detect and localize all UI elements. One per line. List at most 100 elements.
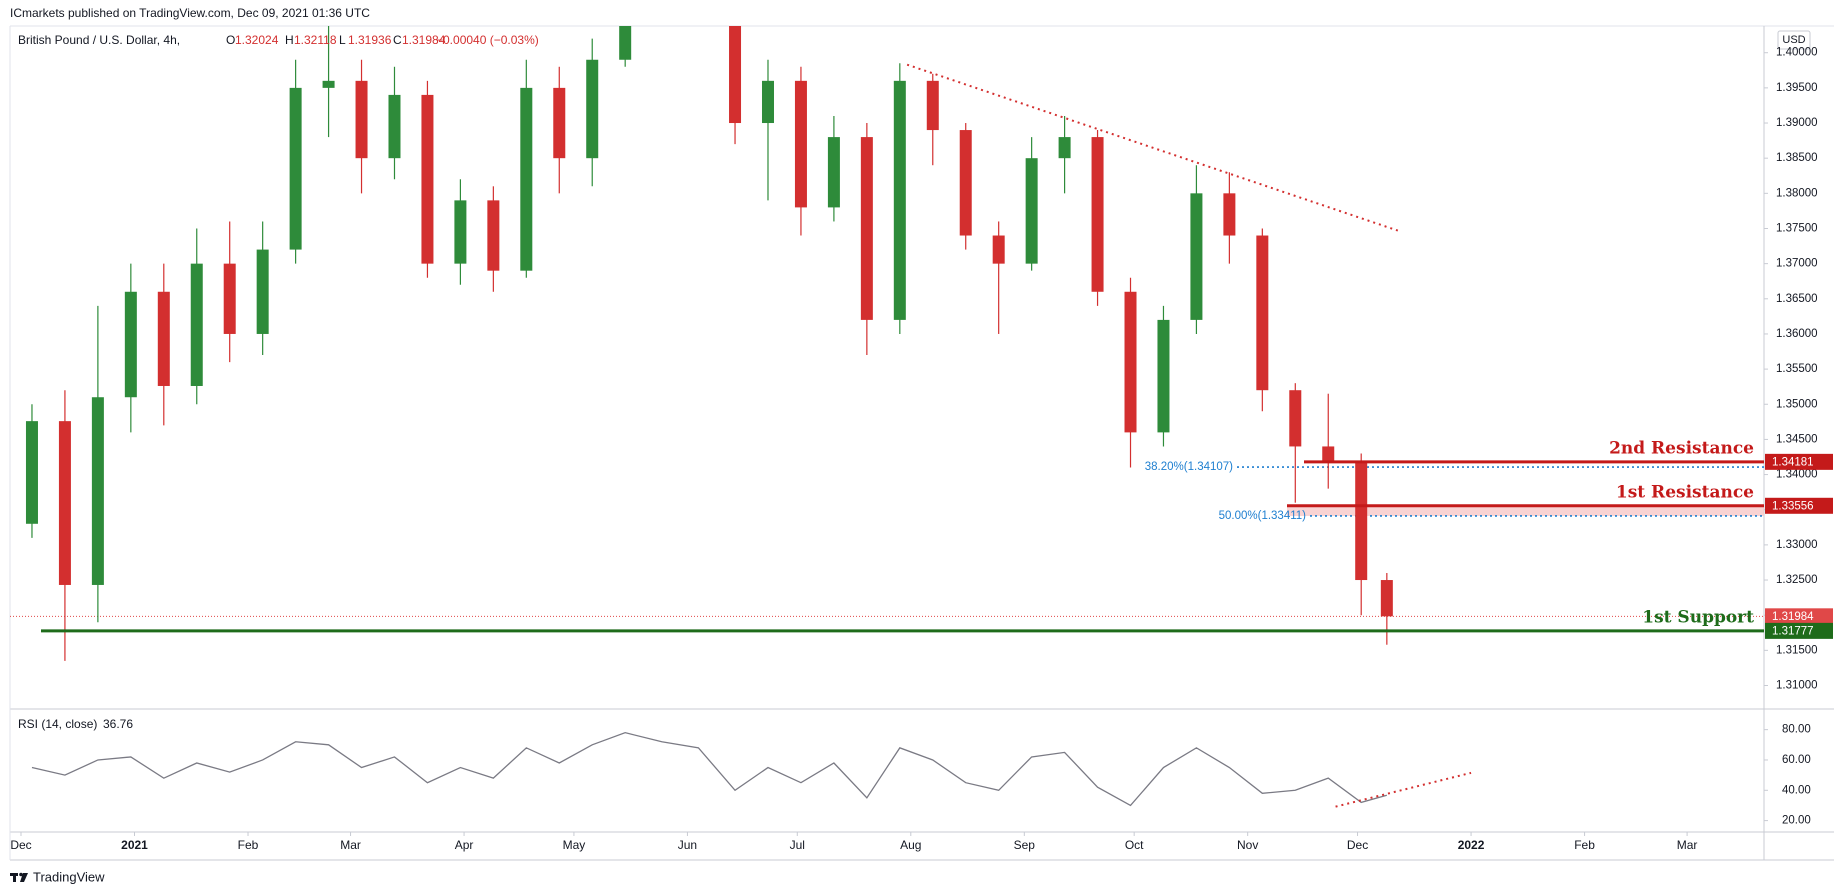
candle-body xyxy=(58,421,71,585)
candle-body xyxy=(487,200,500,271)
level-label: 1st Resistance xyxy=(1616,482,1754,502)
x-tick-label: Dec xyxy=(1347,838,1368,852)
x-tick-label: Jun xyxy=(678,838,697,852)
candle-body xyxy=(388,94,401,159)
level-label: 2nd Resistance xyxy=(1609,438,1754,458)
candle-body xyxy=(619,26,632,60)
price-tag xyxy=(1765,453,1833,470)
fib-label: 38.20%(1.34107) xyxy=(1145,461,1233,473)
candle-body xyxy=(586,59,599,159)
candle-body xyxy=(1157,319,1170,433)
resistance-zone xyxy=(1287,505,1764,516)
candle-body xyxy=(1256,235,1269,391)
candle-body xyxy=(421,94,434,264)
candle-body xyxy=(322,80,335,88)
x-tick-label: Oct xyxy=(1125,838,1144,852)
candle-body xyxy=(256,249,269,334)
candle-body xyxy=(827,137,840,208)
candle-body xyxy=(926,80,939,131)
y-tick-label: 1.34000 xyxy=(1776,469,1818,481)
candle-body xyxy=(124,291,137,398)
ohlc-label: C xyxy=(393,33,402,47)
candle-body xyxy=(1223,193,1236,236)
rsi-tick-label: 60.00 xyxy=(1782,754,1811,766)
rsi-label: RSI (14, close) xyxy=(18,717,97,731)
logo-part xyxy=(13,873,16,882)
fib-label: 50.00%(1.33411) xyxy=(1219,510,1307,522)
rsi-tick-label: 20.00 xyxy=(1782,815,1811,827)
y-tick-label: 1.40000 xyxy=(1776,47,1818,59)
currency: USD xyxy=(1782,34,1805,46)
candle-body xyxy=(860,137,873,320)
x-tick-label: May xyxy=(563,838,586,852)
candle-body xyxy=(355,80,368,159)
candle-body xyxy=(289,87,302,250)
candle-body xyxy=(893,80,906,320)
logo-part xyxy=(19,872,23,877)
price-tag xyxy=(1765,622,1833,639)
rsi-last: 36.76 xyxy=(103,717,133,731)
y-tick-label: 1.31500 xyxy=(1776,644,1818,656)
ohlc-value: 1.31984 xyxy=(402,33,446,47)
candle-body xyxy=(1355,460,1368,581)
x-tick-label: Apr xyxy=(455,838,474,852)
candle-body xyxy=(454,200,467,264)
symbol: British Pound / U.S. Dollar, 4h, xyxy=(18,33,180,47)
ohlc-label: H xyxy=(285,33,294,47)
candle-body xyxy=(729,26,742,124)
candle-body xyxy=(794,80,807,208)
price-tag-label: 1.31777 xyxy=(1772,625,1814,637)
y-tick-label: 1.38500 xyxy=(1776,152,1818,164)
header-title: ICmarkets published on TradingView.com, … xyxy=(10,6,370,20)
candle-body xyxy=(520,87,533,271)
ohlc-value: 1.32118 xyxy=(294,33,337,47)
candle-body xyxy=(992,235,1005,264)
candle-body xyxy=(761,80,774,124)
x-tick-label: Feb xyxy=(238,838,259,852)
x-tick-label: Mar xyxy=(1677,838,1698,852)
y-tick-label: 1.39000 xyxy=(1776,117,1818,129)
x-tick-label: Feb xyxy=(1574,838,1595,852)
y-tick-label: 1.32500 xyxy=(1776,574,1818,586)
y-tick-label: 1.37000 xyxy=(1776,258,1818,270)
x-tick-label: Dec xyxy=(10,838,31,852)
price-tag-label: 1.33556 xyxy=(1772,500,1814,512)
y-tick-label: 1.36000 xyxy=(1776,328,1818,340)
footer-brand: TradingView xyxy=(33,869,105,884)
y-tick-label: 1.35000 xyxy=(1776,398,1818,410)
candle-body xyxy=(553,87,566,159)
y-tick-label: 1.34500 xyxy=(1776,433,1818,445)
ohlc-value: 1.32024 xyxy=(235,33,279,47)
candle-body xyxy=(1124,291,1137,433)
x-tick-label: Nov xyxy=(1237,838,1258,852)
rsi-pane xyxy=(31,731,1472,808)
y-tick-label: 1.31000 xyxy=(1776,680,1818,692)
candle-body xyxy=(25,421,38,524)
candle-body xyxy=(1190,193,1203,320)
price-tag xyxy=(1765,497,1833,514)
candle-body xyxy=(1380,580,1393,617)
ohlc-change: −0.00040 (−0.03%) xyxy=(436,33,539,47)
y-tick-label: 1.36500 xyxy=(1776,293,1818,305)
price-tag-label: 1.31984 xyxy=(1772,611,1814,623)
candle-body xyxy=(1058,137,1071,159)
y-tick-label: 1.38000 xyxy=(1776,187,1818,199)
ohlc-label: L xyxy=(339,33,346,47)
x-tick-label: Mar xyxy=(340,838,361,852)
candle-body xyxy=(91,397,104,585)
rsi-tick-label: 40.00 xyxy=(1782,784,1811,796)
price-tag xyxy=(1765,608,1833,625)
candle-body xyxy=(190,263,203,386)
price-pane xyxy=(10,26,1764,661)
x-tick-label: Sep xyxy=(1014,838,1036,852)
logo xyxy=(10,872,28,882)
ohlc-value: 1.31936 xyxy=(348,33,392,47)
x-tick-label: Jul xyxy=(790,838,805,852)
logo-part xyxy=(20,873,28,882)
candle-body xyxy=(959,130,972,236)
ohlc-label: O xyxy=(226,33,235,47)
candle-body xyxy=(1289,390,1302,447)
